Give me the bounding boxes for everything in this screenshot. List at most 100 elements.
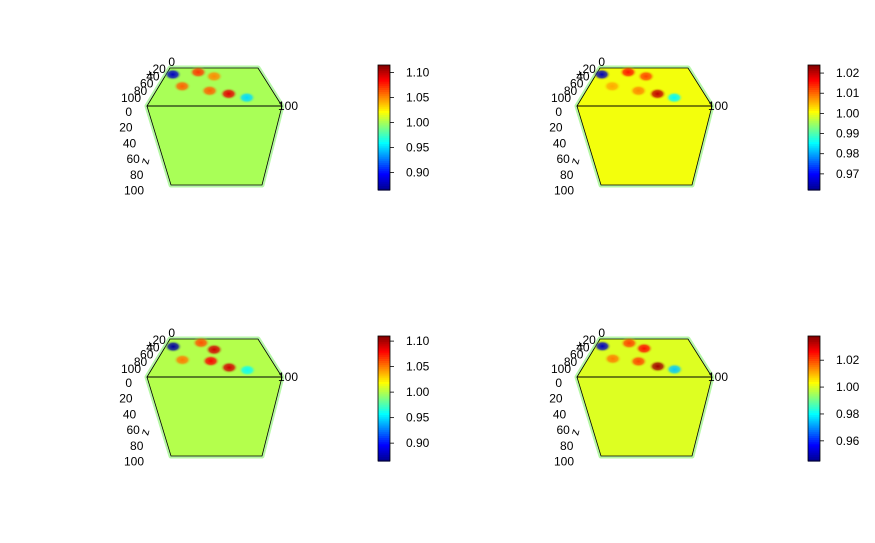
colorbar-tick-label: 1.05 [406, 91, 430, 105]
colorbar-cell [378, 336, 390, 339]
y-tick-label: 40 [146, 69, 160, 83]
colorbar-cell [808, 79, 820, 83]
colorbar-cell [378, 431, 390, 435]
data-blob [592, 68, 611, 81]
colorbar-cell [808, 71, 820, 74]
colorbar-cell [378, 142, 390, 145]
colorbar-cell [808, 429, 820, 433]
colorbar-tick-label: 1.01 [836, 86, 860, 100]
front-face [576, 105, 713, 186]
colorbar-cell [808, 81, 820, 85]
colorbar-cell [808, 344, 820, 348]
z-tick-label: 20 [119, 121, 133, 135]
colorbar-cell [378, 158, 390, 162]
data-blob [619, 66, 638, 79]
z-tick-label: 0 [555, 105, 562, 119]
colorbar-cell [808, 183, 820, 187]
colorbar-cell [378, 442, 390, 445]
panel-2: 020406080100020406080100100xz0.970.980.9… [549, 55, 859, 198]
colorbar-cell [378, 342, 390, 345]
data-blob [637, 70, 656, 83]
colorbar-cell [808, 67, 820, 70]
y-tick-label: 0 [598, 55, 605, 69]
data-blob [648, 360, 667, 373]
z-tick-label: 80 [130, 439, 144, 453]
colorbar-cell [378, 369, 390, 373]
colorbar-tick-label: 1.00 [406, 385, 430, 399]
colorbar-cell [378, 358, 390, 362]
data-blob [201, 355, 220, 368]
colorbar-cell [378, 125, 390, 129]
colorbar-cell [808, 173, 820, 177]
colorbar-cell [378, 71, 390, 74]
colorbar-cell [808, 94, 820, 97]
colorbar-cell [378, 102, 390, 106]
colorbar-cell [378, 381, 390, 385]
y-tick-label: 40 [576, 340, 590, 354]
colorbar-cell [378, 98, 390, 102]
data-blob [173, 80, 192, 93]
colorbar-cell [378, 346, 390, 350]
colorbar-cell [808, 87, 820, 91]
colorbar-cell [378, 433, 390, 437]
z-tick-label: 40 [553, 136, 567, 150]
colorbar-cell [378, 75, 390, 79]
y-tick-label: 60 [570, 77, 584, 91]
colorbar-cell [808, 375, 820, 379]
colorbar-cell [378, 427, 390, 431]
colorbar-cell [808, 392, 820, 395]
colorbar-cell [378, 371, 390, 375]
colorbar-frame [807, 64, 821, 191]
colorbar-cell [808, 135, 820, 139]
z-tick-label: 40 [553, 407, 567, 421]
data-blob [164, 340, 183, 353]
colorbar-tick-label: 1.02 [836, 353, 860, 367]
colorbar-cell [378, 165, 390, 168]
colorbar-cell [808, 388, 820, 391]
z-tick-label: 0 [125, 376, 132, 390]
blob-layer [163, 66, 256, 104]
y-tick-label: 60 [570, 348, 584, 362]
colorbar-cell [378, 450, 390, 454]
colorbar-cell [808, 73, 820, 77]
data-blob [173, 353, 192, 366]
colorbar-cell [378, 175, 390, 179]
y-tick-label: 20 [582, 333, 596, 347]
colorbar-cell [808, 115, 820, 118]
blob-layer [593, 337, 684, 376]
colorbar-cell [808, 69, 820, 72]
colorbar-cell [808, 415, 820, 418]
colorbar-cell [808, 427, 820, 431]
colorbar-cell [808, 100, 820, 104]
colorbar-cell [378, 131, 390, 135]
x-end-tick-label: 100 [278, 99, 298, 113]
colorbar-cell [378, 154, 390, 158]
colorbar-cell [378, 81, 390, 85]
colorbar-cell [808, 146, 820, 149]
colorbar-cell [378, 411, 390, 414]
colorbar-cell [808, 112, 820, 116]
colorbar-cell [808, 129, 820, 133]
colorbar-cell [378, 377, 390, 381]
colorbar-frame [377, 335, 391, 462]
colorbar-cell [808, 425, 820, 429]
colorbar-cell [378, 419, 390, 423]
colorbar-tick-label: 0.95 [406, 411, 430, 425]
colorbar-cell [378, 444, 390, 448]
colorbar-cell [378, 106, 390, 110]
colorbar-cell [378, 100, 390, 104]
data-blob [237, 91, 256, 104]
colorbar-cell [808, 340, 820, 343]
z-tick-label: 80 [130, 168, 144, 182]
colorbar-cell [808, 160, 820, 164]
colorbar-cell [808, 446, 820, 450]
colorbar-cell [378, 87, 390, 91]
z-tick-label: 60 [126, 423, 140, 437]
colorbar-cell [808, 104, 820, 108]
colorbar-tick-label: 0.97 [836, 167, 860, 181]
colorbar-cell [808, 179, 820, 183]
colorbar-tick-label: 0.90 [406, 166, 430, 180]
z-tick-label: 100 [124, 184, 144, 198]
colorbar-cell [378, 400, 390, 404]
colorbar-cell [378, 73, 390, 77]
